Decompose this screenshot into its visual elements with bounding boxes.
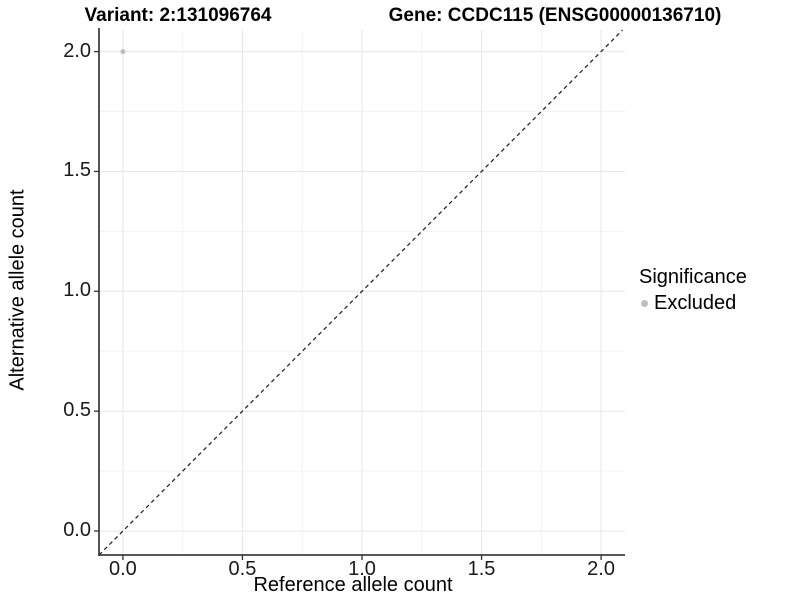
legend-title: Significance	[639, 266, 747, 288]
x-tick-label: 0.5	[228, 558, 257, 580]
y-tick-label: 1.5	[63, 159, 91, 182]
y-tick-label: 1.0	[63, 279, 91, 302]
x-tick-label: 1.5	[467, 558, 496, 580]
plot-title-variant: Variant: 2:131096764	[84, 5, 272, 26]
x-axis-title: Reference allele count	[253, 574, 453, 596]
identity-dashed-line	[98, 29, 624, 556]
y-tick-label: 0.0	[63, 519, 91, 542]
y-tick-label: 0.5	[63, 399, 91, 422]
y-tick-label: 2.0	[63, 39, 91, 62]
legend: Significance Excluded	[637, 266, 747, 315]
plot-title-gene: Gene: CCDC115 (ENSG00000136710)	[388, 5, 722, 26]
x-tick-label: 0.0	[109, 558, 137, 580]
x-tick-label: 2.0	[587, 558, 615, 580]
data-point-excluded	[120, 49, 126, 55]
legend-item-excluded: Excluded	[637, 292, 747, 315]
x-tick-label: 1.0	[348, 558, 376, 580]
legend-item-label: Excluded	[654, 292, 737, 314]
excluded-point-icon	[641, 300, 648, 307]
y-axis-title: Alternative allele count	[6, 189, 29, 391]
